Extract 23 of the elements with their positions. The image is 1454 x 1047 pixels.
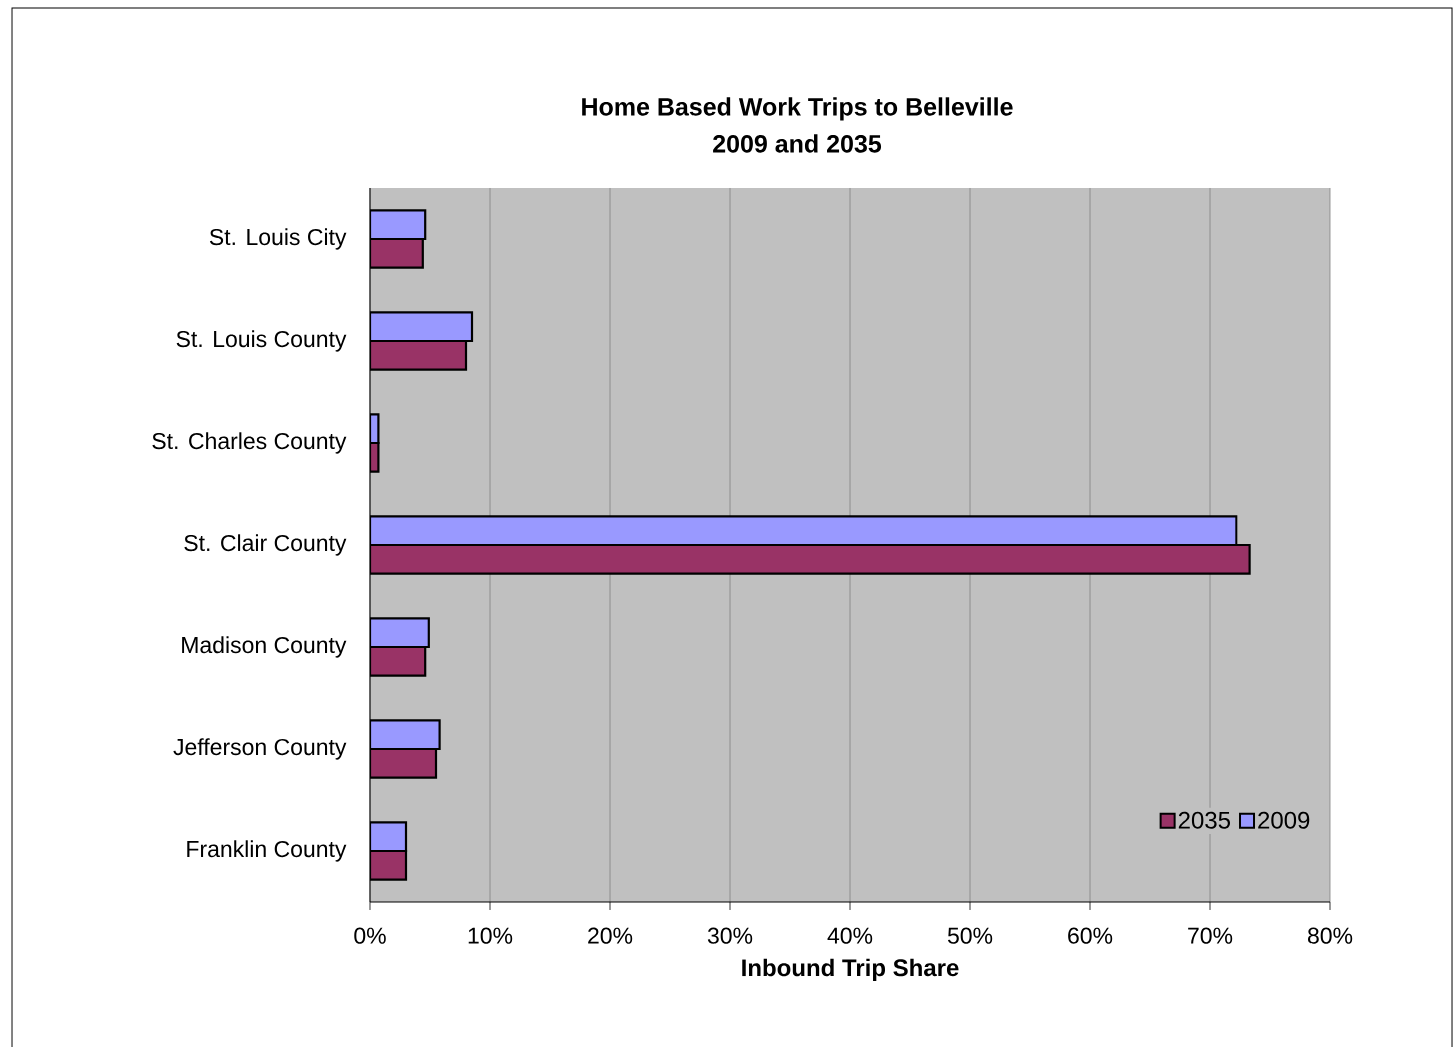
x-tick-label: 10%	[468, 927, 513, 944]
x-tick-label: 30%	[707, 927, 753, 944]
legend-label: 2009	[1258, 811, 1310, 829]
x-tick-label: 60%	[1068, 927, 1113, 944]
x-tick-label: 20%	[588, 927, 633, 944]
y-tick-label: St. Louis County	[176, 330, 347, 352]
y-tick-label: St. Charles County	[152, 432, 347, 454]
x-tick-label: 80%	[1308, 927, 1353, 944]
chart-subtitle: 2009 and 2035	[713, 134, 882, 153]
y-tick-label: Madison County	[182, 636, 347, 658]
legend-label: 2035	[1178, 811, 1230, 829]
x-tick-label: 70%	[1188, 927, 1233, 944]
y-tick-label: St. Louis City	[209, 228, 347, 250]
y-tick-label: St. Clair County	[184, 534, 347, 556]
chart-title: Home Based Work Trips to Belleville	[582, 97, 1013, 121]
bar	[370, 515, 1238, 547]
y-tick-label: Jefferson County	[173, 738, 347, 760]
x-tick-label: 0%	[354, 927, 386, 944]
x-tick-label: 40%	[827, 927, 873, 944]
x-axis-title: Inbound Trip Share	[742, 958, 959, 982]
x-tick-label: 50%	[947, 927, 993, 944]
y-tick-label: Franklin County	[187, 840, 347, 862]
bar	[370, 543, 1251, 575]
